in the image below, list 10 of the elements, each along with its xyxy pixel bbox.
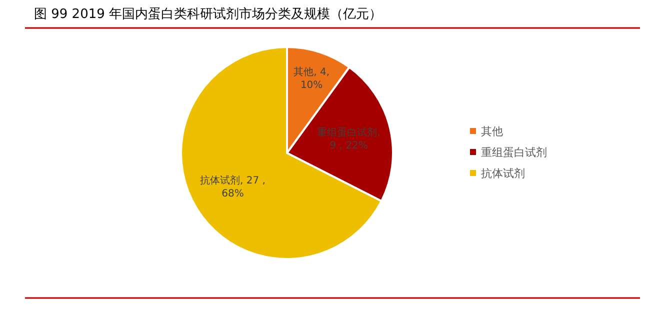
chart-title: 图 99 2019 年国内蛋白类科研试剂市场分类及规模（亿元）: [34, 6, 382, 22]
legend-label: 抗体试剂: [481, 167, 525, 180]
text: 9 , 22%: [330, 140, 368, 152]
category-label: 其他, 4,: [294, 66, 330, 78]
text: 10%: [300, 80, 323, 91]
category-label: 重组蛋白试剂,: [317, 128, 380, 139]
legend-label: 重组蛋白试剂: [481, 146, 547, 159]
text: 68%: [222, 188, 244, 200]
category-label: 抗体试剂, 27 ,: [200, 176, 266, 187]
legend-label: 其他: [481, 125, 503, 138]
